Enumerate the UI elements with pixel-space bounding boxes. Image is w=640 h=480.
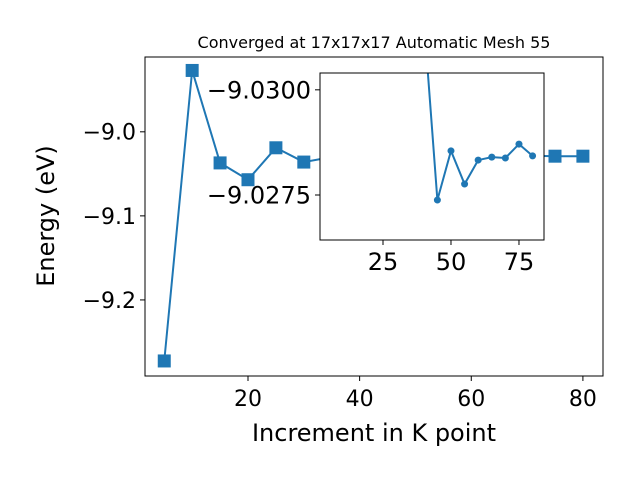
y-tick-label: −9.0 [83,121,136,146]
axes-frame [319,72,545,241]
data-point [501,154,509,162]
x-tick-label: 60 [457,387,485,412]
data-point [548,149,562,163]
data-point [213,156,227,170]
y-tick-label: −9.1 [83,205,136,230]
data-point [529,152,537,160]
data-point [576,149,590,163]
axes-frame [144,56,604,377]
y-axis-label: Energy (eV) [32,145,60,287]
data-point [474,156,482,164]
data-point [241,173,255,187]
x-tick-label: 75 [504,248,535,276]
data-point [297,155,311,169]
x-tick-label: 80 [569,387,597,412]
y-tick-label: −9.0275 [207,182,311,210]
y-tick-label: −9.0300 [207,76,311,104]
plot-area [426,73,537,204]
data-point [515,140,523,148]
y-tick-label: −9.2 [83,289,136,314]
x-tick-label: 50 [436,248,467,276]
data-point [488,153,496,161]
data-point [447,147,455,155]
data-point [269,141,283,155]
x-tick-label: 25 [368,248,399,276]
data-point [185,63,199,77]
chart-title: Converged at 17x17x17 Automatic Mesh 55 [198,33,551,52]
x-axis-label: Increment in K point [252,419,496,447]
data-point [461,180,469,188]
data-point [433,196,441,204]
x-tick-label: 20 [234,387,262,412]
x-tick-label: 40 [346,387,374,412]
inset-background [320,73,544,240]
data-point [157,354,171,368]
